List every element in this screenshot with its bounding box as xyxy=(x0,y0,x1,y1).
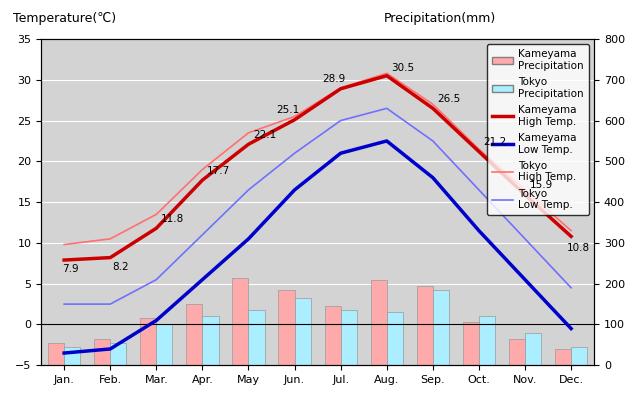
Bar xyxy=(140,318,156,365)
Bar xyxy=(232,278,248,365)
Bar xyxy=(479,316,495,365)
Text: 7.9: 7.9 xyxy=(62,264,79,274)
Bar xyxy=(555,349,571,365)
Bar xyxy=(324,306,340,365)
Legend: Kameyama
Precipitation, Tokyo
Precipitation, Kameyama
High Temp., Kameyama
Low T: Kameyama Precipitation, Tokyo Precipitat… xyxy=(487,44,589,216)
Bar xyxy=(571,347,588,365)
Text: 25.1: 25.1 xyxy=(276,105,300,115)
Text: 17.7: 17.7 xyxy=(207,166,230,176)
Bar xyxy=(340,310,356,365)
Bar xyxy=(156,324,172,365)
Bar xyxy=(248,310,264,365)
Bar xyxy=(110,343,126,365)
Text: 30.5: 30.5 xyxy=(392,63,415,73)
Text: 15.9: 15.9 xyxy=(530,180,553,190)
Text: Temperature(℃): Temperature(℃) xyxy=(13,12,116,25)
Bar xyxy=(387,312,403,365)
Bar xyxy=(94,339,110,365)
Bar xyxy=(186,304,202,365)
Bar xyxy=(463,322,479,365)
Text: 21.2: 21.2 xyxy=(484,137,507,147)
Bar xyxy=(417,286,433,365)
Bar xyxy=(294,298,310,365)
Text: 22.1: 22.1 xyxy=(253,130,276,140)
Text: 8.2: 8.2 xyxy=(113,262,129,272)
Bar xyxy=(433,290,449,365)
Bar xyxy=(64,347,80,365)
Text: 28.9: 28.9 xyxy=(322,74,346,84)
Text: 26.5: 26.5 xyxy=(438,94,461,104)
Bar xyxy=(48,343,64,365)
Bar xyxy=(509,339,525,365)
Bar xyxy=(278,290,294,365)
Bar xyxy=(371,280,387,365)
Bar xyxy=(202,316,218,365)
Text: 10.8: 10.8 xyxy=(566,243,589,253)
Bar xyxy=(525,333,541,365)
Text: 11.8: 11.8 xyxy=(161,214,184,224)
Text: Precipitation(mm): Precipitation(mm) xyxy=(384,12,496,25)
